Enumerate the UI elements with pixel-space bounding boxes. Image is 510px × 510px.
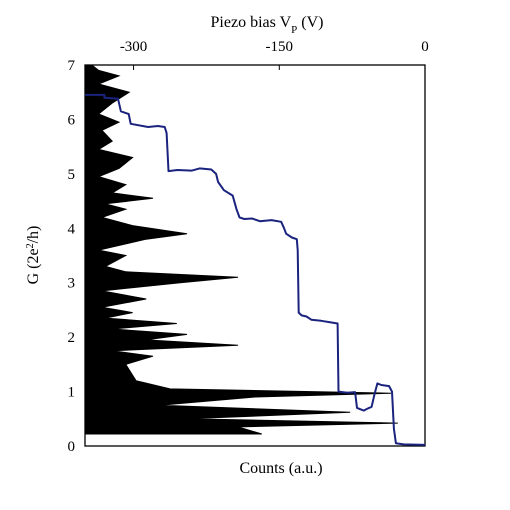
y-tick-label-6: 6 [68,112,76,128]
y-tick-label-4: 4 [68,221,76,237]
top-axis-subscript: P [291,24,297,36]
top-tick-label-2: 0 [421,39,429,55]
top-axis-title: Piezo bias VP (V) [211,14,324,36]
left-axis-title: G (2e2/h) [25,226,43,285]
y-tick-label-7: 7 [68,58,76,74]
y-tick-label-3: 3 [68,276,76,292]
y-tick-label-0: 0 [68,439,76,455]
top-tick-label-0: -300 [120,39,148,55]
y-tick-label-5: 5 [68,167,76,183]
histogram-area [84,64,398,435]
y-tick-label-2: 2 [68,330,76,346]
bottom-axis-title: Counts (a.u.) [239,460,322,477]
left-axis-superscript: 2 [25,243,36,248]
conductance-trace [85,93,426,446]
y-tick-label-1: 1 [68,385,76,401]
top-tick-label-1: -150 [266,39,294,55]
